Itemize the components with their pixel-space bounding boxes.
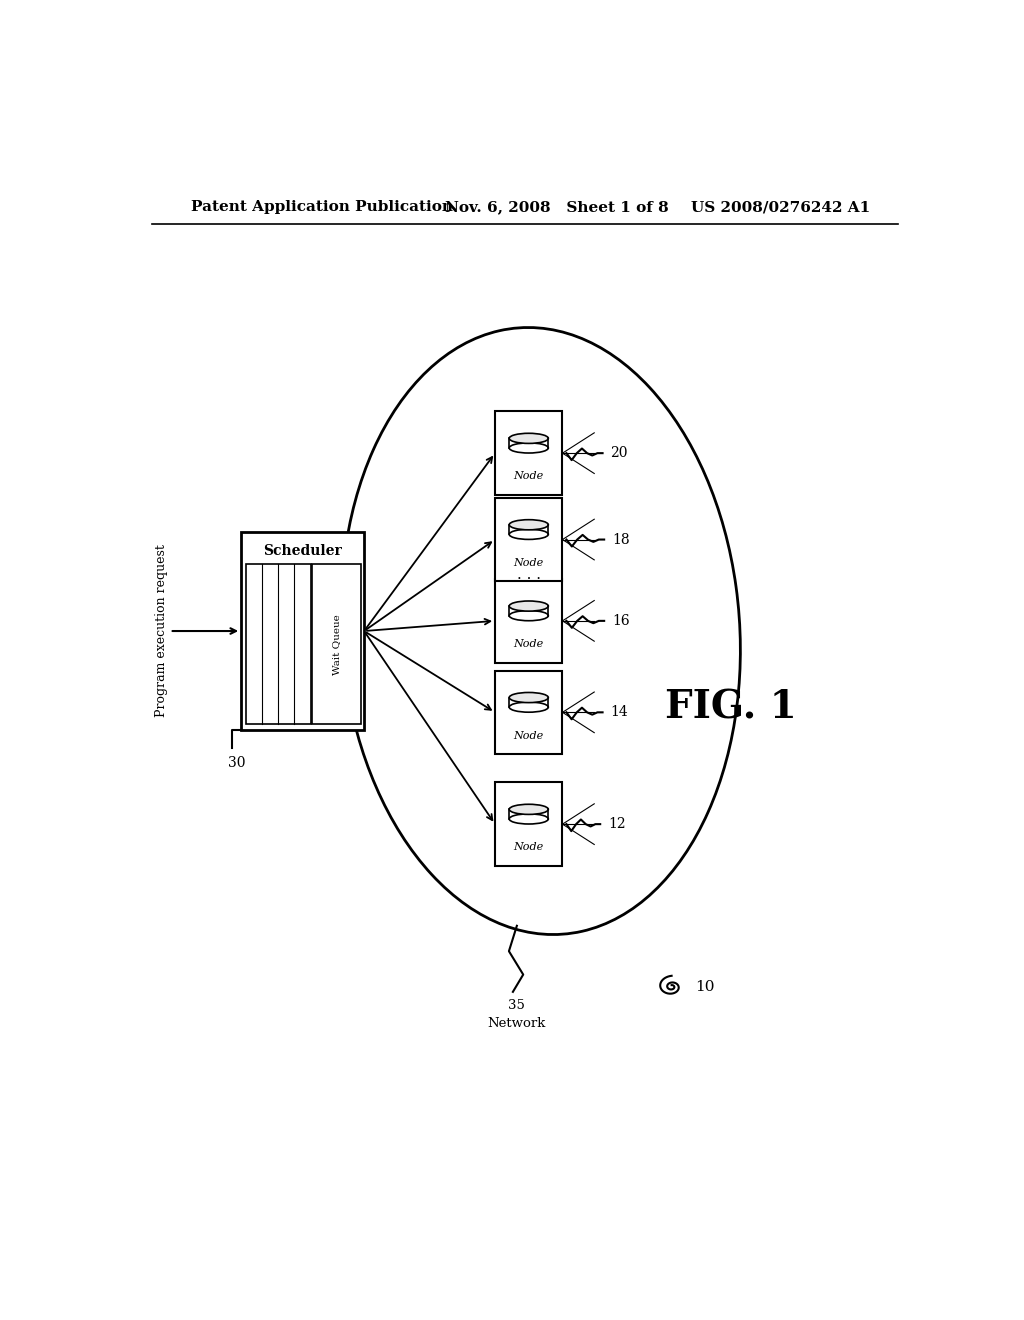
Text: 14: 14 [610, 705, 629, 719]
Ellipse shape [509, 702, 548, 713]
Bar [246, 565, 310, 725]
Ellipse shape [509, 814, 548, 824]
Ellipse shape [509, 611, 548, 620]
Bar [495, 412, 562, 495]
Text: 30: 30 [228, 755, 246, 770]
Text: 10: 10 [695, 979, 715, 994]
Bar [509, 812, 548, 822]
Text: Node: Node [514, 731, 544, 741]
Ellipse shape [509, 433, 548, 444]
Ellipse shape [509, 529, 548, 540]
Bar [495, 579, 562, 663]
Text: FIG. 1: FIG. 1 [666, 688, 797, 726]
Bar [509, 700, 548, 710]
Bar [495, 671, 562, 754]
Bar [495, 783, 562, 866]
Text: 16: 16 [612, 614, 630, 628]
Ellipse shape [509, 520, 548, 529]
Text: Patent Application Publication: Patent Application Publication [191, 201, 454, 214]
Bar [241, 532, 365, 730]
Ellipse shape [509, 693, 548, 702]
Bar [509, 441, 548, 451]
Bar [312, 565, 360, 725]
Text: US 2008/0276242 A1: US 2008/0276242 A1 [691, 201, 870, 214]
Text: Node: Node [514, 558, 544, 568]
Text: 12: 12 [608, 817, 626, 832]
Text: 35: 35 [509, 999, 525, 1012]
Text: Network: Network [487, 1018, 546, 1030]
Text: Node: Node [514, 471, 544, 482]
Text: Node: Node [514, 842, 544, 853]
Text: Nov. 6, 2008   Sheet 1 of 8: Nov. 6, 2008 Sheet 1 of 8 [445, 201, 670, 214]
Bar [509, 527, 548, 537]
Ellipse shape [509, 804, 548, 814]
Bar [495, 498, 562, 581]
Ellipse shape [509, 444, 548, 453]
Ellipse shape [341, 327, 740, 935]
Text: Program execution request: Program execution request [156, 545, 168, 718]
Text: 18: 18 [612, 532, 630, 546]
Text: Node: Node [514, 639, 544, 649]
Text: 20: 20 [610, 446, 628, 461]
Bar [509, 609, 548, 619]
Text: Wait Queue: Wait Queue [332, 614, 341, 675]
Text: . . .: . . . [517, 568, 541, 582]
Text: Scheduler: Scheduler [263, 544, 342, 558]
Ellipse shape [509, 601, 548, 611]
